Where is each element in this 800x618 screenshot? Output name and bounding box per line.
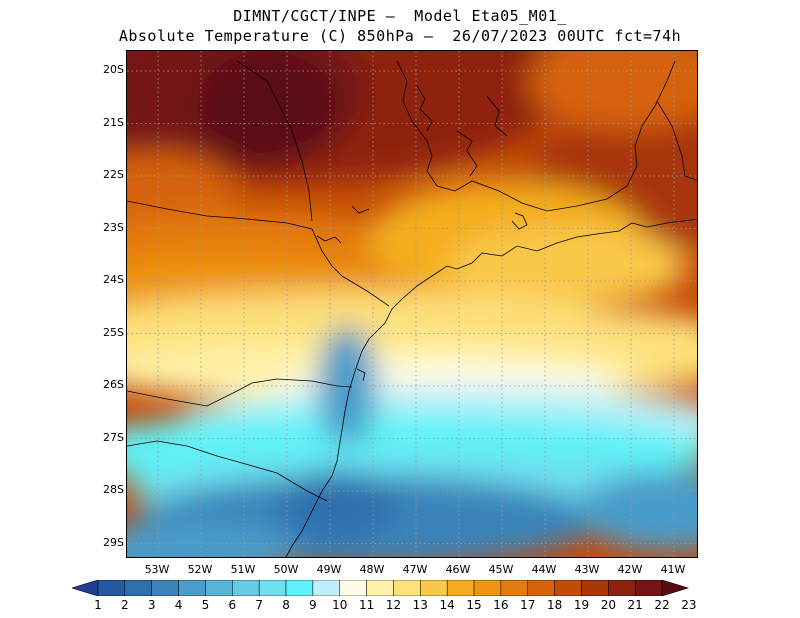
colorbar-swatch (205, 580, 233, 596)
lon-label: 44W (531, 563, 557, 576)
lon-label: 45W (488, 563, 514, 576)
map-title-line1: DIMNT/CGCT/INPE – Model Eta05_M01_ (233, 7, 567, 25)
colorbar-swatch (258, 580, 287, 596)
lat-label: 27S (103, 430, 124, 444)
lon-label: 49W (316, 563, 342, 576)
colorbar-swatch (446, 580, 475, 596)
colorbar-swatch (124, 580, 152, 596)
colorbar-label: 7 (255, 598, 263, 612)
colorbar-label: 1 (94, 598, 102, 612)
colorbar-label: 8 (282, 598, 290, 612)
colorbar-label: 12 (385, 598, 402, 612)
colorbar-swatch (634, 580, 663, 596)
lon-label: 52W (187, 563, 213, 576)
colorbar-label: 23 (681, 598, 697, 612)
colorbar-swatch (527, 580, 555, 596)
colorbar-label: 6 (228, 598, 237, 612)
lon-label: 43W (574, 563, 600, 576)
colorbar-swatch (97, 580, 126, 596)
colorbar-swatch (554, 580, 582, 596)
colorbar-label: 2 (121, 598, 129, 612)
colorbar-label: 14 (439, 598, 455, 612)
colorbar-swatch (661, 580, 690, 596)
lon-label: 47W (402, 563, 428, 576)
lat-label: 24S (103, 273, 124, 286)
lat-label: 22S (103, 168, 124, 181)
lon-label: 41W (660, 563, 686, 576)
colorbar-swatch (178, 580, 206, 596)
lon-label: 42W (617, 563, 643, 576)
lon-label: 51W (230, 563, 256, 576)
colorbar-label: 19 (573, 598, 590, 612)
colorbar-label: 17 (520, 598, 536, 612)
colorbar-swatch (500, 580, 529, 596)
colorbar-swatch (312, 580, 340, 596)
colorbar-label: 13 (412, 598, 428, 612)
colorbar-label: 10 (332, 598, 348, 612)
colorbar-label: 18 (546, 598, 563, 612)
colorbar-swatch (72, 580, 99, 596)
lat-label: 28S (103, 483, 124, 496)
colorbar-label: 3 (147, 598, 156, 612)
lat-label: 20S (103, 63, 124, 76)
colorbar-label: 5 (201, 598, 210, 612)
lat-label: 25S (103, 325, 124, 339)
lon-label: 53W (144, 563, 170, 576)
coastline-and-borders (127, 60, 697, 557)
colorbar-swatch (420, 580, 448, 596)
colorbar-swatch (581, 580, 609, 596)
lat-label: 26S (103, 378, 124, 391)
colorbar-swatch (473, 580, 502, 596)
colorbar (72, 580, 690, 596)
colorbar-label: 9 (309, 598, 317, 612)
colorbar-swatch (285, 580, 314, 596)
lon-label: 48W (359, 563, 385, 576)
colorbar-label: 15 (466, 598, 482, 612)
colorbar-swatch (339, 580, 367, 596)
colorbar-swatch (232, 580, 260, 596)
lon-label: 46W (445, 563, 471, 576)
lat-label: 21S (103, 115, 124, 129)
colorbar-label: 21 (627, 598, 643, 612)
map-panel[interactable] (126, 50, 698, 558)
lon-label: 50W (273, 563, 299, 576)
map-title-line2: Absolute Temperature (C) 850hPa – 26/07/… (118, 27, 682, 45)
colorbar-swatch (393, 580, 421, 596)
colorbar-label: 4 (174, 598, 183, 612)
lat-label: 23S (103, 220, 124, 234)
colorbar-label: 22 (654, 598, 670, 612)
colorbar-label: 16 (493, 598, 509, 612)
colorbar-swatch (608, 580, 636, 596)
colorbar-swatch (151, 580, 179, 596)
map-gridlines (127, 51, 697, 557)
temperature-field (127, 51, 697, 557)
colorbar-swatch (366, 580, 394, 596)
colorbar-label: 11 (358, 598, 375, 612)
lat-label: 29S (103, 535, 124, 549)
colorbar-label: 20 (600, 598, 616, 612)
